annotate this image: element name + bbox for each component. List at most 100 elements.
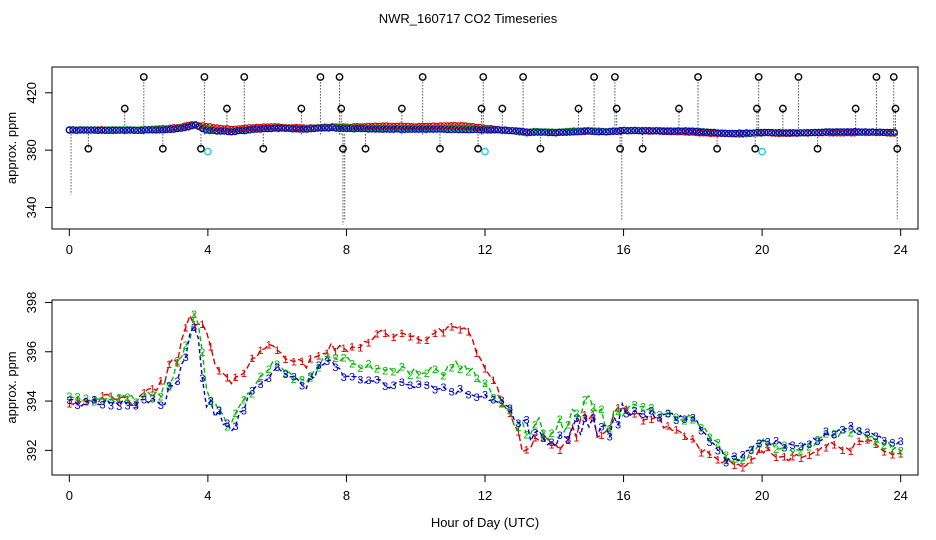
top-point-series-3 [825,128,834,136]
top-point-series-3 [130,126,138,134]
top-point-series-3 [285,124,293,132]
top-point-series-3 [267,125,275,133]
top-point-series-3 [534,128,542,136]
series-marker-3: 3 [773,436,779,448]
series-marker-3: 3 [665,409,671,421]
series-marker-3: 3 [374,374,380,386]
series-marker-3: 3 [241,406,247,418]
series-marker-1: 1 [665,421,671,433]
series-marker-2: 2 [249,388,255,400]
series-marker-2: 2 [108,394,114,406]
series-marker-3: 3 [690,412,696,424]
top-point-series-3 [501,126,509,134]
series-marker-1: 1 [266,340,272,352]
top-point-series-3 [296,125,304,133]
bottom-x-tick-label: 24 [893,488,907,503]
bottom-x-tick-label: 4 [204,488,211,503]
series-marker-1: 1 [648,414,654,426]
series-marker-3: 3 [657,413,663,425]
series-marker-2: 2 [490,392,496,404]
top-point-series-3 [800,129,808,137]
series-marker-1: 1 [765,442,771,454]
series-marker-3: 3 [407,380,413,392]
series-marker-3: 3 [274,362,280,374]
top-point-series-3 [652,127,661,135]
series-marker-2: 2 [424,368,430,380]
series-marker-3: 3 [598,421,604,433]
series-marker-1: 1 [548,439,554,451]
outlier-point [436,144,444,153]
series-marker-2: 2 [507,405,513,417]
top-point-series-3 [328,123,336,132]
series-marker-3: 3 [706,437,712,449]
top-point-series-3 [627,126,635,135]
series-marker-2: 2 [257,371,263,383]
series-marker-3: 3 [465,390,471,402]
series-marker-2: 2 [573,408,579,420]
top-point-series-3 [851,128,859,136]
top-point-series-3 [256,125,264,133]
series-marker-1: 1 [183,322,189,334]
series-marker-1: 1 [249,353,255,365]
series-marker-1: 1 [208,342,214,354]
series-marker-3: 3 [108,400,114,412]
outlier-point [893,144,902,153]
series-marker-1: 1 [607,424,613,436]
series-marker-3: 3 [548,437,554,449]
series-marker-3: 3 [257,379,263,391]
series-marker-3: 3 [349,371,355,383]
top-point-series-3 [112,126,120,134]
top-point-series-3 [717,129,726,137]
top-point-series-3 [642,127,650,135]
series-marker-3: 3 [299,380,305,392]
top-point-series-3 [890,128,898,136]
bottom-x-tick-label: 20 [755,488,769,503]
outlier-point [120,104,129,113]
top-point-series-3 [840,128,848,136]
outlier-point [335,73,344,81]
series-marker-3: 3 [573,413,579,425]
top-point-series-3 [613,127,621,136]
series-marker-1: 1 [133,399,139,411]
series-marker-1: 1 [706,449,712,461]
series-marker-2: 2 [848,428,854,440]
bottom-y-tick-label: 392 [24,440,39,462]
series-marker-2: 2 [174,355,180,367]
outlier-point [84,144,93,153]
series-marker-3: 3 [382,381,388,393]
outlier-point [612,104,621,113]
series-marker-2: 2 [715,437,721,449]
series-marker-3: 3 [249,385,255,397]
outlier-point [794,73,803,81]
series-line-3 [69,325,902,464]
series-marker-3: 3 [889,438,895,450]
series-marker-1: 1 [731,460,737,472]
series-marker-3: 3 [191,322,197,334]
series-marker-1: 1 [257,345,263,357]
top-point-series-3 [735,129,744,137]
outlier-point [477,104,486,113]
series-marker-1: 1 [241,368,247,380]
top-point-series-3 [494,126,502,134]
top-point-series-3 [789,129,798,137]
top-point-series-3 [815,128,823,136]
series-marker-3: 3 [814,436,820,448]
series-marker-1: 1 [440,328,446,340]
top-point-series-1 [245,124,253,132]
top-point-series-3 [127,126,135,134]
series-marker-2: 2 [690,415,696,427]
series-marker-2: 2 [515,422,521,434]
series-marker-1: 1 [233,372,239,384]
series-marker-2: 2 [540,428,546,440]
series-marker-3: 3 [623,409,629,421]
series-marker-1: 1 [532,433,538,445]
series-marker-1: 1 [698,448,704,460]
series-marker-1: 1 [274,345,280,357]
top-point-series-3 [170,125,178,133]
top-point-series-3 [656,127,664,135]
series-marker-3: 3 [307,371,313,383]
outlier-point [713,144,721,153]
series-marker-2: 2 [673,412,679,424]
outlier-point [297,104,306,113]
top-point-series-3 [469,126,477,134]
